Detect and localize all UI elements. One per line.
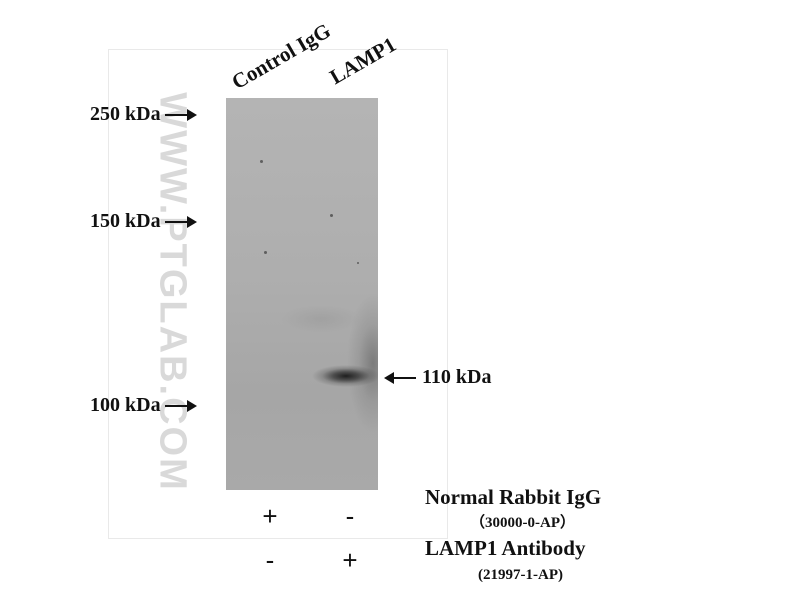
- blot-speck: [357, 262, 359, 264]
- marker-label: 100 kDa: [90, 394, 161, 416]
- condition-name-normal-rabbit-igg: Normal Rabbit IgG: [425, 485, 602, 509]
- blot-speck: [330, 214, 333, 217]
- figure-outline: [108, 49, 448, 539]
- sign-antibody-lane1: -: [265, 545, 275, 575]
- marker-100kda: 100 kDa: [90, 394, 197, 417]
- marker-label: 250 kDa: [90, 103, 161, 125]
- arrow-right-icon: [164, 108, 197, 121]
- sign-antibody-lane2: +: [342, 545, 358, 575]
- arrow-right-icon: [164, 399, 197, 412]
- arrow-left-icon: [384, 371, 416, 384]
- blot-speck: [264, 251, 267, 254]
- arrow-right-icon: [164, 215, 197, 228]
- target-band-marker: 110 kDa: [384, 366, 492, 389]
- watermark: WWW.PTGLAB.COM: [151, 92, 194, 492]
- marker-150kda: 150 kDa: [90, 210, 197, 233]
- sign-igg-lane1: +: [262, 501, 278, 531]
- blot-speck: [260, 160, 263, 163]
- condition-catalog-lamp1-antibody: (21997-1-AP): [478, 567, 563, 583]
- target-band-label: 110 kDa: [422, 366, 492, 388]
- blot-image: [226, 98, 378, 490]
- condition-catalog-normal-rabbit-igg: （30000-0-AP）: [470, 515, 575, 531]
- sign-igg-lane2: -: [345, 501, 355, 531]
- condition-name-lamp1-antibody: LAMP1 Antibody: [425, 536, 586, 560]
- marker-250kda: 250 kDa: [90, 103, 197, 126]
- marker-label: 150 kDa: [90, 210, 161, 232]
